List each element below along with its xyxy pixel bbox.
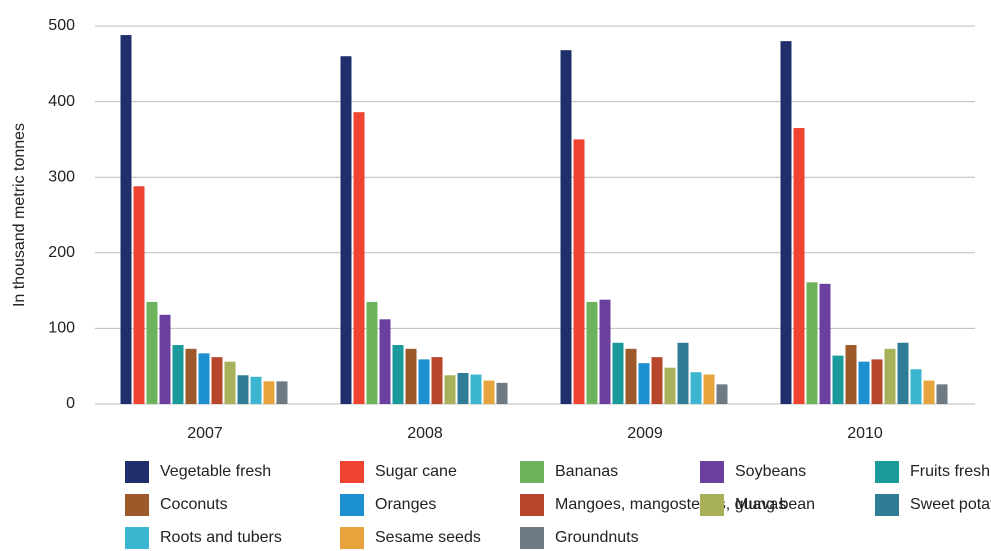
bar	[211, 357, 223, 404]
y-tick-label: 300	[48, 168, 75, 185]
bar	[418, 359, 430, 404]
bar	[612, 342, 624, 404]
legend-swatch	[340, 527, 364, 549]
y-axis-label: In thousand metric tonnes	[11, 123, 28, 307]
x-tick-label: 2009	[627, 425, 663, 442]
bar	[845, 345, 857, 404]
bar	[651, 357, 663, 404]
bar	[858, 361, 870, 404]
bar	[483, 380, 495, 404]
legend-swatch	[125, 494, 149, 516]
bar	[586, 301, 598, 404]
legend-swatch	[520, 494, 544, 516]
bar	[703, 374, 715, 404]
bar	[444, 375, 456, 404]
legend-label: Sugar cane	[375, 463, 457, 480]
bar	[573, 139, 585, 404]
bar	[806, 282, 818, 404]
legend-label: Oranges	[375, 496, 436, 513]
bar	[120, 35, 132, 405]
bar	[599, 299, 611, 404]
bar	[625, 348, 637, 404]
y-tick-label: 200	[48, 244, 75, 261]
bar	[276, 381, 288, 404]
bar	[871, 359, 883, 404]
bar	[392, 345, 404, 404]
bar	[237, 375, 249, 404]
bar	[884, 348, 896, 404]
bar	[198, 353, 210, 404]
bar	[263, 381, 275, 404]
bar	[832, 355, 844, 404]
bar	[677, 342, 689, 404]
bar	[897, 342, 909, 404]
legend-label: Sweet potatoes	[910, 496, 991, 513]
bar	[133, 186, 145, 404]
bar	[638, 363, 650, 404]
legend-label: Groundnuts	[555, 529, 639, 546]
bar	[405, 348, 417, 404]
bar	[716, 384, 728, 404]
legend-swatch	[340, 494, 364, 516]
bar	[353, 112, 365, 405]
bar	[340, 56, 352, 405]
legend-label: Mung bean	[735, 496, 815, 513]
bar	[159, 314, 171, 404]
legend-swatch	[125, 527, 149, 549]
bar	[936, 384, 948, 404]
bar	[366, 301, 378, 404]
bar	[250, 376, 262, 404]
legend-swatch	[700, 461, 724, 483]
x-tick-label: 2008	[407, 425, 443, 442]
x-tick-label: 2007	[187, 425, 223, 442]
bar	[793, 128, 805, 404]
legend-label: Fruits fresh	[910, 463, 990, 480]
legend-swatch	[875, 461, 899, 483]
legend-swatch	[520, 461, 544, 483]
legend-label: Soybeans	[735, 463, 806, 480]
bar	[431, 357, 443, 404]
legend-label: Sesame seeds	[375, 529, 481, 546]
legend-swatch	[340, 461, 364, 483]
legend-swatch	[520, 527, 544, 549]
bar	[185, 348, 197, 404]
bar	[664, 367, 676, 404]
y-tick-label: 100	[48, 320, 75, 337]
legend-swatch	[125, 461, 149, 483]
bar	[780, 41, 792, 405]
bar	[923, 380, 935, 404]
legend-label: Bananas	[555, 463, 618, 480]
y-tick-label: 0	[66, 395, 75, 412]
bar	[379, 319, 391, 404]
legend-label: Roots and tubers	[160, 529, 282, 546]
bar	[224, 361, 236, 404]
x-tick-label: 2010	[847, 425, 883, 442]
legend-swatch	[875, 494, 899, 516]
bar	[457, 373, 469, 404]
bar	[146, 301, 158, 404]
bar	[560, 50, 572, 404]
bar	[690, 372, 702, 404]
legend-label: Vegetable fresh	[160, 463, 271, 480]
legend-label: Mangoes, mangosteens, guavas	[555, 496, 786, 513]
y-tick-label: 400	[48, 93, 75, 110]
legend-swatch	[700, 494, 724, 516]
bar	[819, 283, 831, 404]
y-tick-label: 500	[48, 17, 75, 34]
bar	[496, 382, 508, 404]
bar	[172, 345, 184, 404]
bar	[470, 374, 482, 404]
legend-label: Coconuts	[160, 496, 228, 513]
bar	[910, 369, 922, 404]
